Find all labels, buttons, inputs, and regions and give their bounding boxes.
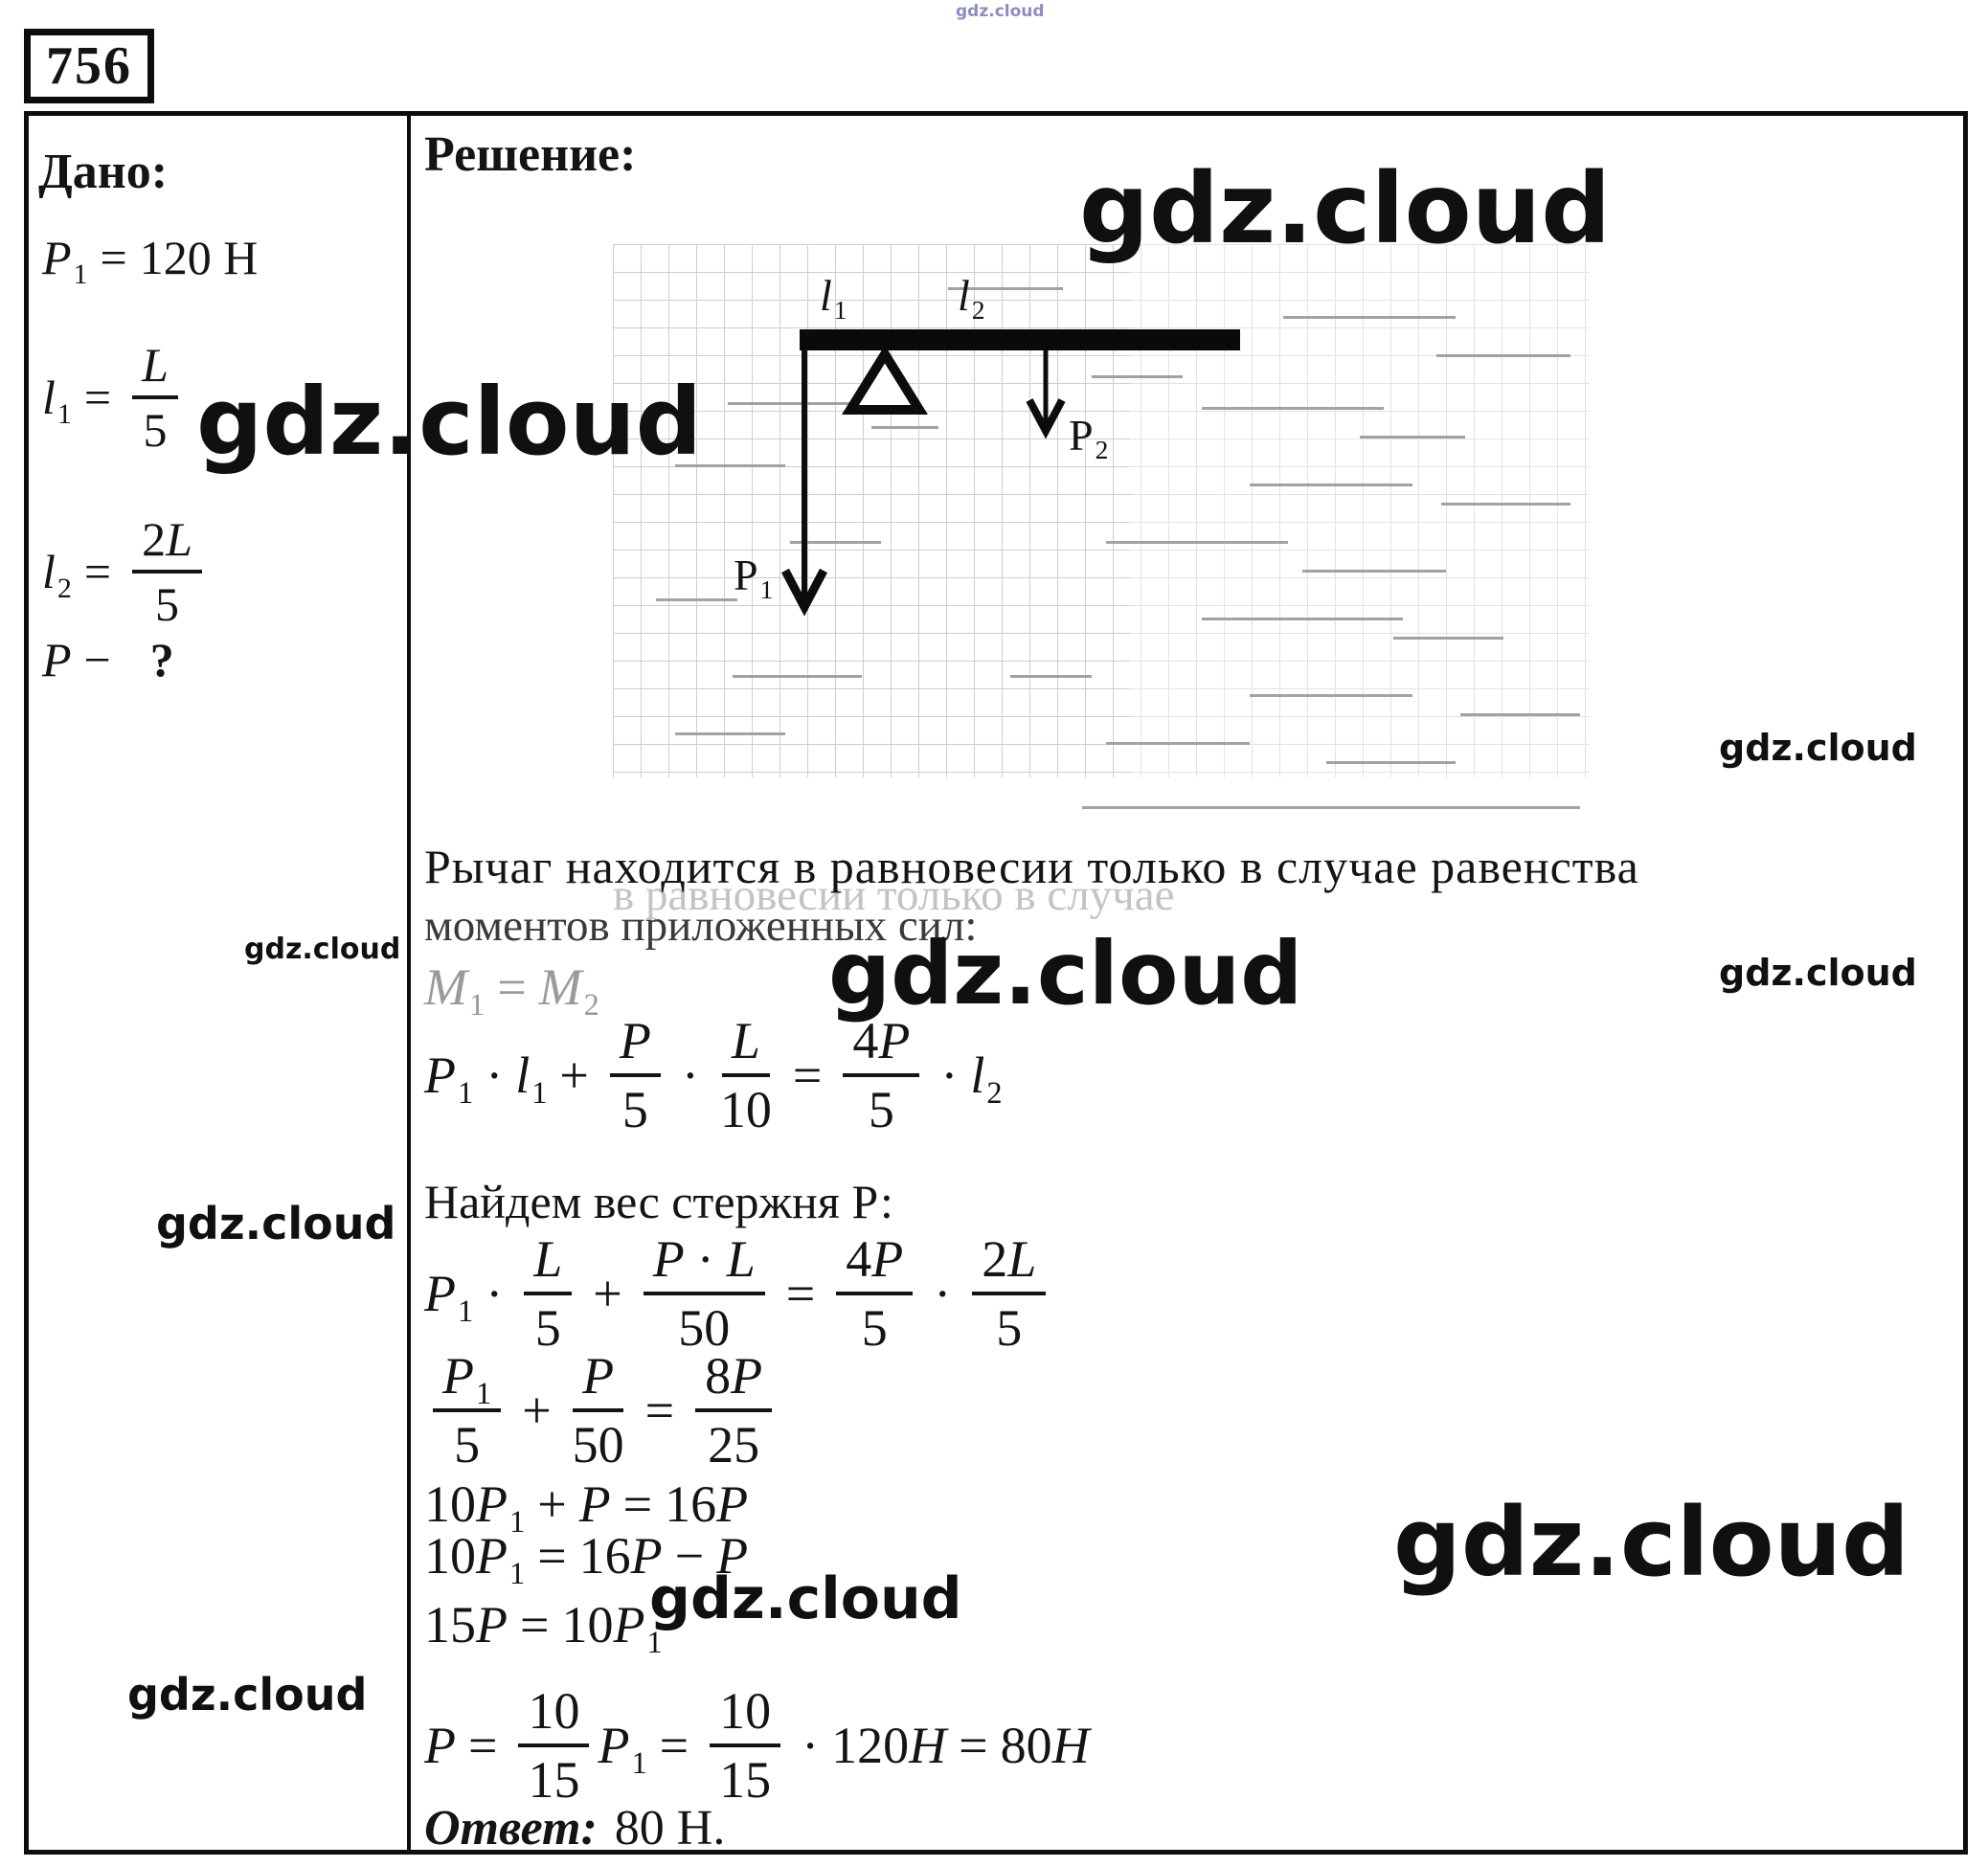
grid-streak [1360, 436, 1465, 439]
text-line1: Рычаг находится в равновесии только в сл… [424, 840, 1639, 893]
formula-linear1: 10 P1 + P = 16 P [424, 1475, 749, 1541]
solution-title: Решение: [424, 127, 637, 182]
watermark-bold-center3: gdz.cloud [649, 1565, 962, 1632]
formula-linear3: 15 P = 10 P1 [424, 1596, 663, 1661]
grid-streak [1202, 618, 1403, 620]
grid-streak [733, 675, 862, 678]
formula-moments-equal: M1 = M2 [424, 958, 599, 1023]
watermark-small-right1: gdz.cloud [1719, 727, 1917, 769]
grid-streak [1393, 637, 1503, 640]
p2-arrowhead-icon [1026, 398, 1066, 439]
label-l1: l1 [820, 271, 847, 326]
problem-number-box: 756 [24, 29, 154, 103]
grid-streak [1441, 503, 1570, 506]
watermark-bold-bottomleft: gdz.cloud [127, 1669, 368, 1721]
fulcrum-triangle-icon [842, 345, 928, 415]
grid-streak [1202, 407, 1384, 410]
formula-substituted: P1 · L 5 + P · L 50 = 4 P 5 · 2 L 5 [424, 1229, 1054, 1358]
table-border-bottom [24, 1850, 1968, 1855]
watermark-big-center: gdz.cloud [828, 924, 1303, 1024]
table-border-top [24, 111, 1968, 116]
formula-linear2: 10 P1 = 16 P − P [424, 1527, 749, 1592]
watermark-small-right2: gdz.cloud [1719, 952, 1917, 994]
given-question: P −? [42, 633, 174, 686]
grid-streak [1436, 354, 1570, 357]
grid-streak [1250, 694, 1412, 697]
p1-arrowhead-icon [781, 568, 827, 617]
grid-streak [948, 287, 1063, 290]
table-border-left [24, 111, 29, 1855]
diagram-overlay [781, 345, 1066, 617]
answer-value: 80 Н. [614, 1801, 726, 1856]
answer-label: Ответ: [424, 1801, 598, 1856]
grid-streak [656, 598, 737, 601]
grid-streak [1460, 713, 1580, 716]
find-weight-line: Найдем вес стержня Р: [424, 1175, 893, 1228]
watermark-big-topright: gdz.cloud [1079, 152, 1612, 266]
formula-torque-balance: P1 · l1 + P 5 · L 10 = 4 P 5 · l2 [424, 1012, 1003, 1138]
label-p1: P1 [734, 551, 774, 605]
label-p2: P2 [1069, 411, 1109, 465]
grid-streak [1106, 541, 1288, 544]
answer-line: Ответ: 80 Н. [424, 1800, 725, 1856]
grid-streak [675, 464, 785, 467]
grid-streak [1250, 484, 1412, 486]
grid-streak [728, 402, 871, 405]
grid-streak [1106, 742, 1250, 745]
grid-streak [1092, 375, 1183, 378]
lever-bar [800, 329, 1240, 350]
given-l1: l1 = L 5 [42, 337, 187, 458]
given-p1: P1 = 120 Н [42, 231, 259, 291]
formula-result: P = 10 15 P1 = 10 15 · 120 Н = 80 Н [424, 1682, 1090, 1809]
grid-streak [1302, 570, 1446, 573]
text-line2: моментов приложенных сил: [424, 901, 978, 951]
grid-streak [1010, 675, 1092, 678]
formula-simplified: P1 5 + P 50 = 8 P 25 [424, 1346, 780, 1474]
watermark-big-left: gdz.cloud [196, 368, 703, 476]
text-ghost-echo: в равновесии только в случае [613, 870, 1175, 920]
grid-streak [1283, 316, 1456, 319]
given-l2: l2 = 2 L 5 [42, 511, 211, 632]
watermark-small-left1: gdz.cloud [244, 933, 401, 966]
label-l2: l2 [958, 271, 985, 326]
table-border-right [1963, 111, 1968, 1855]
problem-number: 756 [46, 36, 132, 96]
grid-streak [1326, 761, 1456, 764]
grid-streak [871, 426, 938, 429]
grid-streak [675, 732, 785, 735]
watermark-big-bottomright: gdz.cloud [1393, 1488, 1909, 1598]
watermark-bold-left2: gdz.cloud [156, 1198, 396, 1249]
table-divider [407, 111, 411, 1855]
grid-streak [1082, 806, 1580, 809]
grid-streak [790, 541, 881, 544]
given-title: Дано: [38, 145, 169, 199]
watermark-top: gdz.cloud [956, 2, 1045, 21]
